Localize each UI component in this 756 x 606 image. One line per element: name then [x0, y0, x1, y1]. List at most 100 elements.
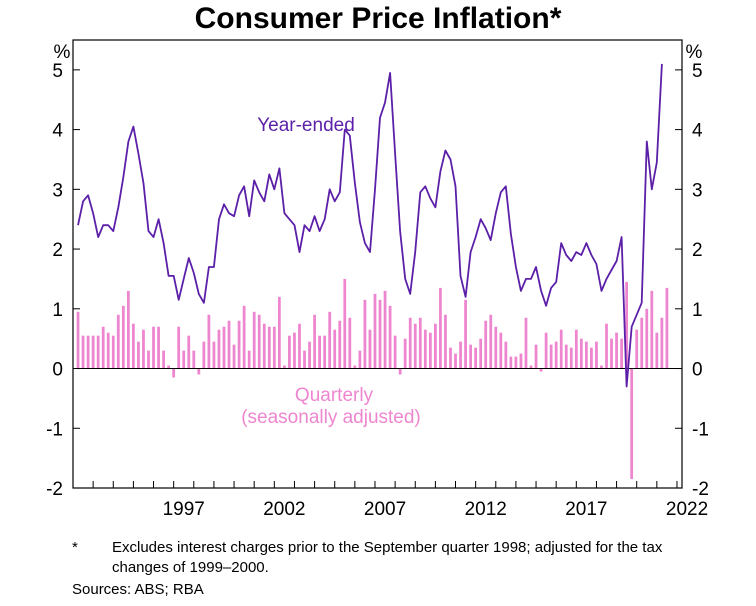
quarterly-bar — [313, 314, 316, 369]
quarterly-bar — [323, 335, 327, 369]
quarterly-bar — [267, 326, 271, 369]
footnote-marker: * — [72, 539, 78, 556]
quarterly-bar — [474, 347, 478, 369]
quarterly-bar — [177, 326, 181, 369]
quarterly-bar — [650, 290, 654, 369]
quarterly-bar — [514, 356, 518, 369]
quarterly-bar — [227, 320, 231, 369]
quarterly-bar — [464, 299, 467, 369]
annotation-quarterly: Quarterly — [295, 385, 374, 406]
quarterly-bar — [348, 317, 352, 369]
quarterly-bar — [484, 320, 488, 369]
quarterly-bar — [76, 311, 80, 369]
y-unit-left: % — [54, 42, 71, 63]
quarterly-bar — [318, 335, 322, 369]
y-tick-label: 0 — [52, 360, 63, 381]
quarterly-bar — [106, 332, 110, 369]
quarterly-bar — [615, 332, 618, 369]
quarterly-bar — [303, 350, 306, 369]
annotation-quarterly-sub: (seasonally adjusted) — [241, 407, 421, 428]
quarterly-bar — [343, 278, 347, 369]
quarterly-bar — [328, 311, 332, 369]
quarterly-bar — [529, 365, 533, 369]
quarterly-bar — [121, 305, 125, 369]
quarterly-bar — [378, 299, 382, 369]
quarterly-bar — [559, 329, 563, 369]
quarterly-bar — [454, 353, 457, 369]
quarterly-bar — [504, 341, 508, 369]
quarterly-bar — [418, 317, 422, 369]
x-tick-label: 1997 — [163, 499, 205, 520]
quarterly-bar — [393, 335, 397, 369]
quarterly-bar — [212, 341, 216, 369]
sources-note: Sources: ABS; RBA — [72, 581, 204, 598]
quarterly-bar — [142, 329, 145, 369]
chart-title: Consumer Price Inflation* — [194, 2, 562, 35]
quarterly-bar — [640, 317, 644, 369]
quarterly-bar — [197, 368, 201, 375]
quarterly-bar — [398, 368, 402, 375]
x-axis: 1997 2002 2007 2012 2017 2022 — [72, 481, 708, 520]
x-tick-label: 2002 — [263, 499, 305, 520]
quarterly-bar — [152, 326, 155, 369]
quarterly-bar — [630, 368, 634, 480]
quarterly-bar — [247, 350, 251, 369]
y-axis-right: -2 -1 0 1 2 3 4 5 — [675, 61, 709, 500]
quarterly-bar — [368, 329, 372, 369]
quarterly-bar — [489, 314, 493, 369]
quarterly-bar — [564, 344, 568, 369]
quarterly-bar — [338, 320, 342, 369]
quarterly-bar — [182, 350, 186, 369]
y-tick-label: 2 — [692, 240, 703, 261]
quarterly-bar — [157, 326, 160, 369]
quarterly-bar — [207, 314, 211, 369]
quarterly-bar — [433, 323, 437, 369]
quarterly-bar — [217, 329, 221, 369]
quarterly-bar — [595, 341, 598, 369]
quarterly-bar — [232, 344, 236, 369]
y-tick-label: 0 — [692, 360, 703, 381]
quarterly-bar — [544, 332, 548, 369]
quarterly-bar — [126, 290, 130, 369]
quarterly-bar — [283, 365, 286, 369]
quarterly-bar — [81, 335, 85, 369]
quarterly-bar — [423, 329, 427, 369]
quarterly-bar — [439, 287, 442, 369]
quarterly-bar — [262, 323, 266, 369]
quarterly-bar — [449, 347, 452, 369]
quarterly-bar — [272, 326, 276, 369]
quarterly-bar — [91, 335, 95, 369]
x-tick-label: 2007 — [364, 499, 406, 520]
y-tick-label: 5 — [52, 61, 63, 82]
quarterly-bar — [333, 329, 337, 369]
quarterly-bar — [665, 287, 669, 369]
quarterly-bar — [494, 326, 498, 369]
quarterly-bar — [222, 326, 226, 369]
quarterly-bar — [534, 344, 538, 369]
quarterly-bar — [132, 323, 135, 369]
quarterly-bar — [147, 350, 150, 369]
quarterly-bar — [569, 347, 573, 369]
quarterly-bar — [187, 335, 191, 369]
quarterly-bar — [257, 314, 261, 369]
y-tick-label: -2 — [692, 479, 709, 500]
x-tick-label: 2012 — [465, 499, 507, 520]
quarterly-bar — [620, 338, 623, 369]
quarterly-bar — [519, 353, 523, 369]
plot-frame — [72, 39, 683, 489]
quarterly-bar — [499, 332, 503, 369]
annotation-year-ended: Year-ended — [257, 115, 355, 136]
quarterly-bar — [584, 341, 588, 369]
quarterly-bar — [600, 365, 603, 369]
quarterly-bar — [293, 332, 296, 369]
quarterly-bar — [86, 335, 90, 369]
quarterly-bar — [277, 296, 281, 369]
quarterly-bar — [635, 329, 639, 369]
quarterly-bar — [554, 341, 558, 369]
y-tick-label: 4 — [52, 121, 63, 142]
y-tick-label: -1 — [692, 419, 709, 440]
quarterly-bar — [358, 350, 362, 369]
quarterly-bar — [574, 329, 578, 369]
quarterly-bar — [353, 365, 357, 369]
quarterly-bar — [459, 341, 462, 369]
